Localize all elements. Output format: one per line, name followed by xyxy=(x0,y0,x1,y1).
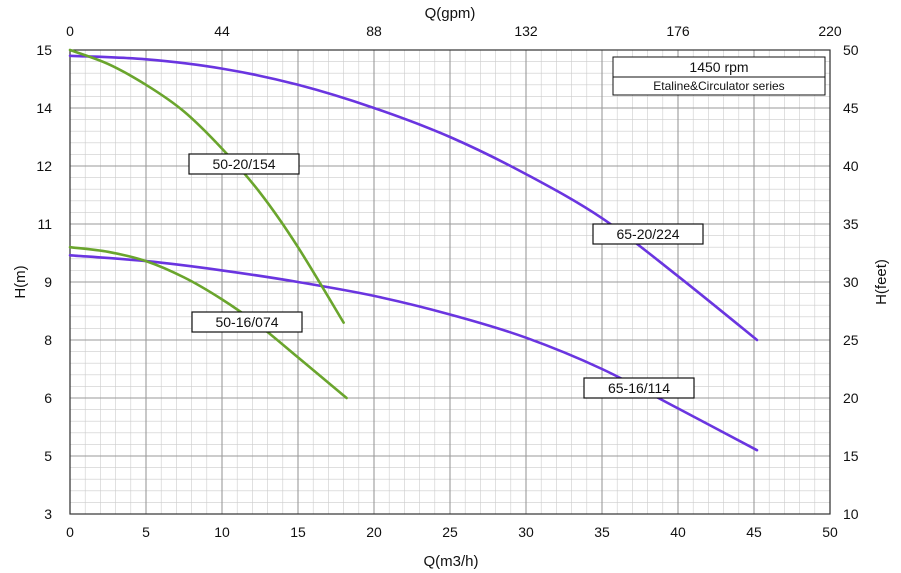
y-tick-label: 14 xyxy=(36,100,52,116)
curve-label-text: 50-16/074 xyxy=(215,314,278,330)
curve-label-65-16-114: 65-16/114 xyxy=(583,377,695,399)
x2-axis-title: Q(gpm) xyxy=(425,5,476,22)
legend-box: 1450 rpm Etaline&Circulator series xyxy=(612,56,826,96)
y-tick-label: 5 xyxy=(44,448,52,464)
y-axis-ticks: 3 5 6 8 9 11 12 14 15 xyxy=(36,42,52,522)
x-tick-label: 0 xyxy=(66,524,74,540)
curve-label-box xyxy=(592,223,704,245)
x-tick-label: 10 xyxy=(214,524,230,540)
curve-label-50-16-074: 50-16/074 xyxy=(191,311,303,333)
x-tick-label: 25 xyxy=(442,524,458,540)
series-line-50-20-154 xyxy=(68,48,345,324)
y2-tick-label: 10 xyxy=(843,506,859,522)
legend-series-cell xyxy=(612,76,826,96)
y2-axis-ticks: 10 15 20 25 30 35 40 45 50 xyxy=(843,42,859,522)
y2-tick-label: 45 xyxy=(843,100,859,116)
curve-label-text: 65-16/114 xyxy=(608,380,670,396)
series-line-50-16-074 xyxy=(68,245,348,400)
x-tick-label: 35 xyxy=(594,524,610,540)
y-tick-label: 15 xyxy=(36,42,52,58)
legend-rpm-text: 1450 rpm xyxy=(689,59,748,75)
curve-label-65-20-224: 65-20/224 xyxy=(592,223,704,245)
x-tick-label: 50 xyxy=(822,524,838,540)
x2-tick-label: 220 xyxy=(818,23,842,39)
y2-tick-label: 25 xyxy=(843,332,859,348)
y-tick-label: 11 xyxy=(37,216,52,232)
y-tick-label: 6 xyxy=(44,390,52,406)
x2-tick-label: 0 xyxy=(66,23,74,39)
curve-label-text: 65-20/224 xyxy=(616,226,679,242)
x2-tick-label: 132 xyxy=(514,23,538,39)
curve-label-50-20-154: 50-20/154 xyxy=(188,153,300,175)
x2-tick-label: 88 xyxy=(366,23,382,39)
y2-tick-label: 50 xyxy=(843,42,859,58)
x-tick-label: 40 xyxy=(670,524,686,540)
y2-tick-label: 35 xyxy=(843,216,859,232)
y-axis-title: H(m) xyxy=(12,265,29,298)
y-tick-label: 3 xyxy=(44,506,52,522)
x-tick-label: 45 xyxy=(746,524,762,540)
legend-series-text: Etaline&Circulator series xyxy=(653,79,784,93)
x2-tick-label: 176 xyxy=(666,23,690,39)
curve-label-box xyxy=(188,153,300,175)
x-tick-label: 5 xyxy=(142,524,150,540)
series-line-65-20-224 xyxy=(68,54,759,342)
x-tick-label: 20 xyxy=(366,524,382,540)
x-tick-label: 15 xyxy=(290,524,306,540)
y-tick-label: 9 xyxy=(44,274,52,290)
y2-tick-label: 30 xyxy=(843,274,859,290)
y2-tick-label: 15 xyxy=(843,448,859,464)
y-tick-label: 12 xyxy=(36,158,52,174)
y-tick-label: 8 xyxy=(44,332,52,348)
y2-tick-label: 40 xyxy=(843,158,859,174)
x2-axis-ticks: 0 44 88 132 176 220 xyxy=(66,23,842,39)
curve-label-text: 50-20/154 xyxy=(212,156,275,172)
y2-tick-label: 20 xyxy=(843,390,859,406)
x2-tick-label: 44 xyxy=(214,23,230,39)
x-tick-label: 30 xyxy=(518,524,534,540)
curve-label-box xyxy=(583,377,695,399)
x-axis-title: Q(m3/h) xyxy=(423,553,478,570)
y2-axis-title: H(feet) xyxy=(873,259,890,305)
x-axis-ticks: 0 5 10 15 20 25 30 35 40 45 50 xyxy=(66,524,838,540)
plot-frame xyxy=(69,49,831,515)
curve-label-box xyxy=(191,311,303,333)
